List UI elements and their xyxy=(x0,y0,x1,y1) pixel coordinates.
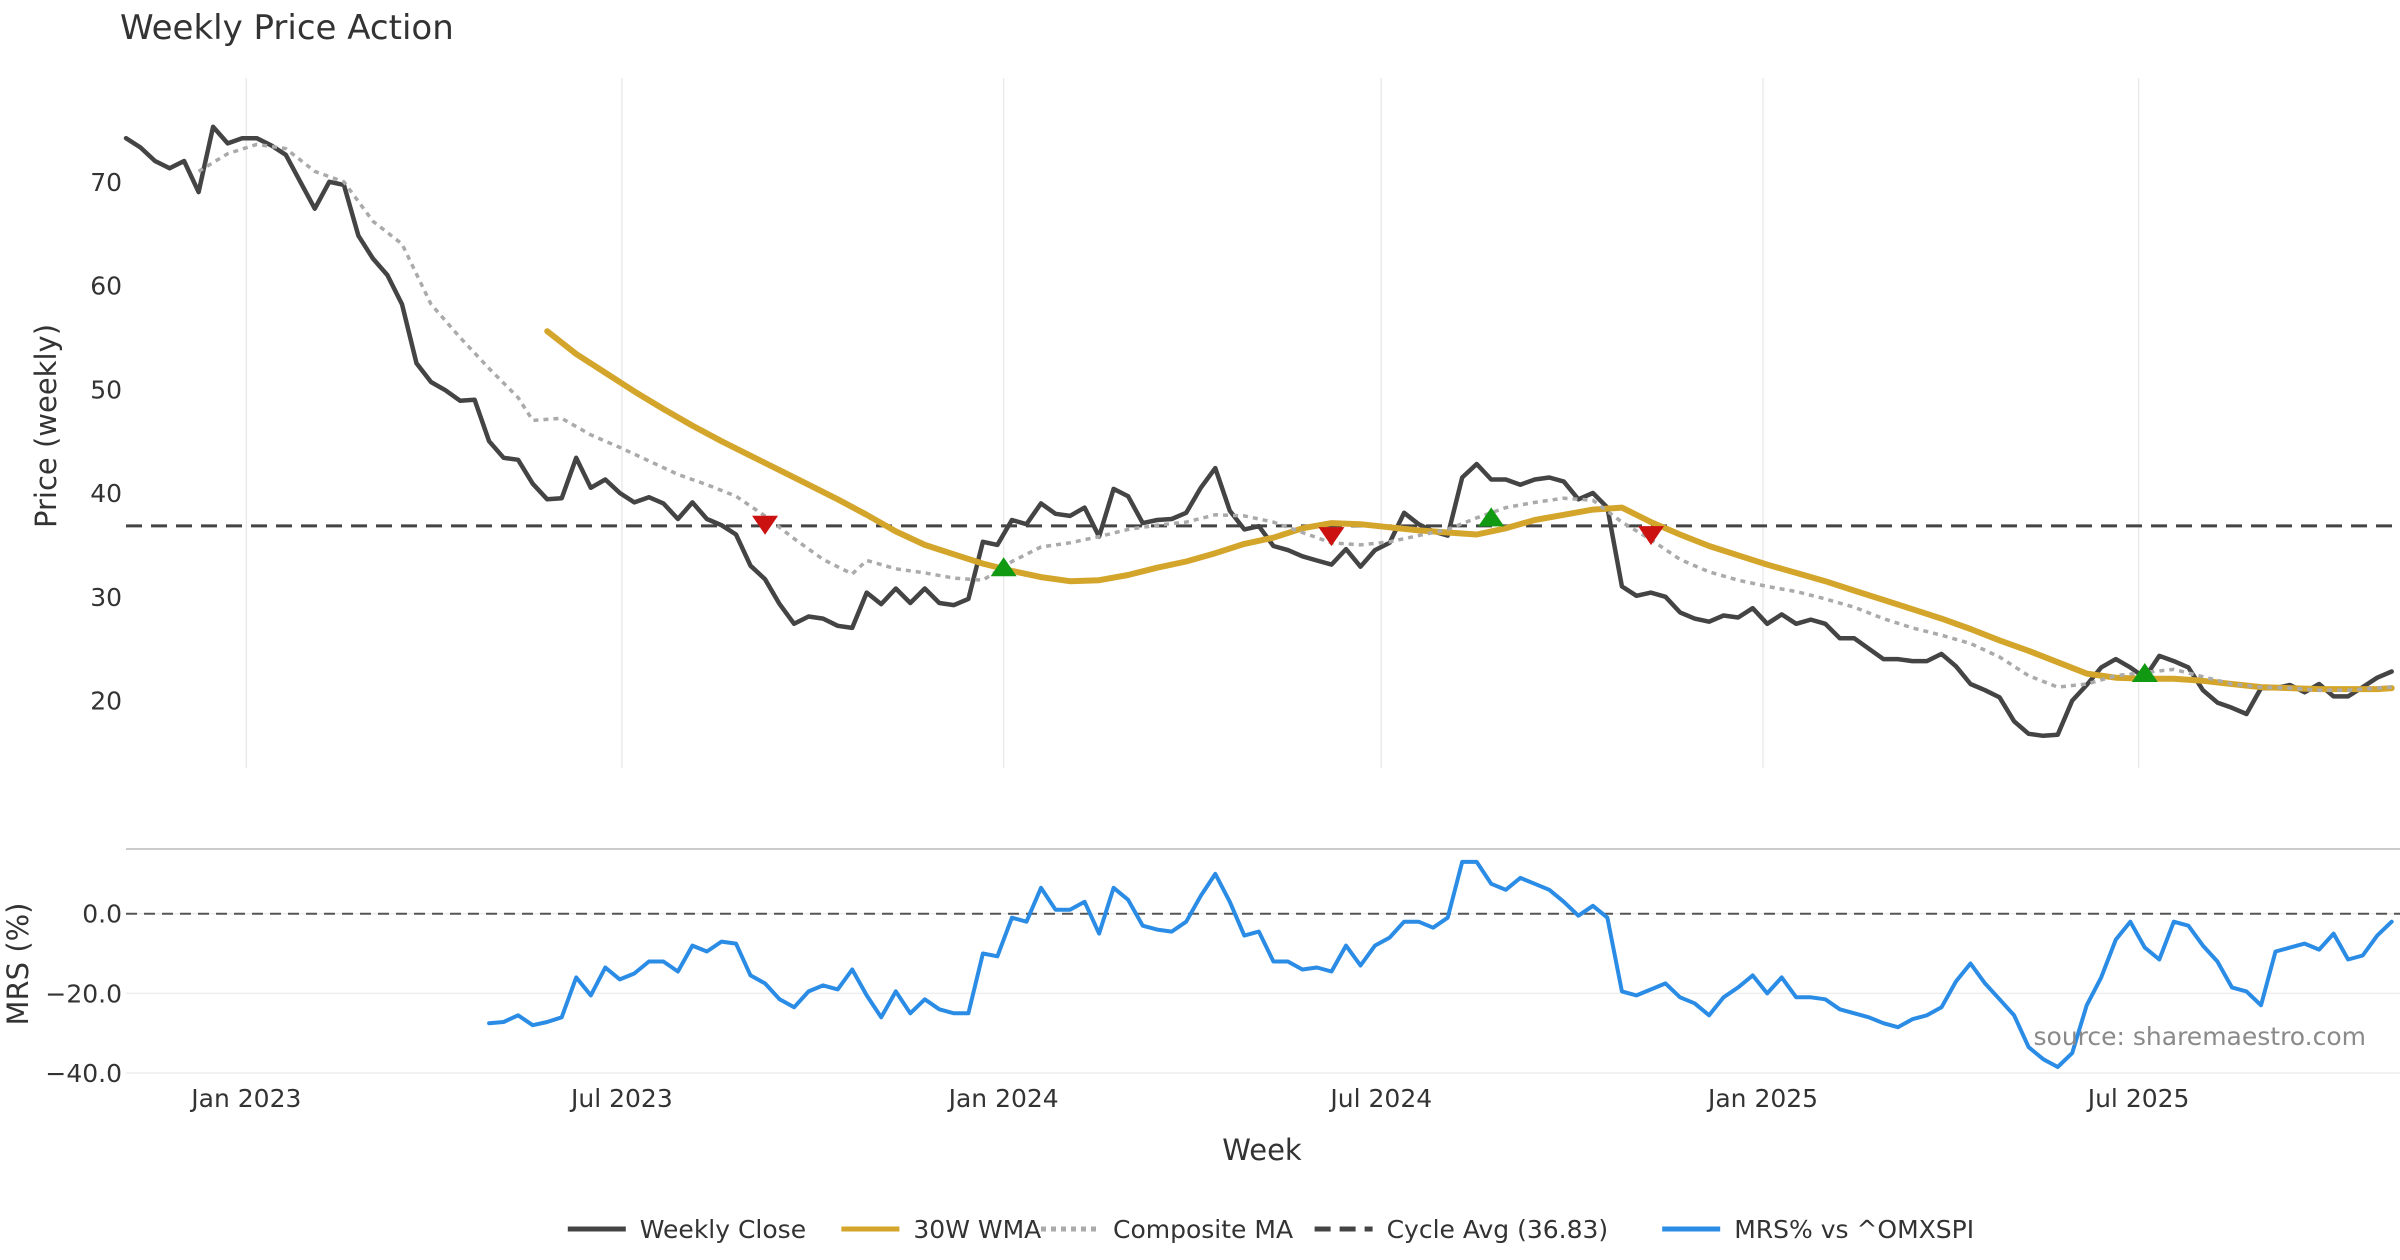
legend-label-weekly-close: Weekly Close xyxy=(640,1215,806,1244)
grid xyxy=(126,78,2400,1074)
price-y-axis-label: Price (weekly) xyxy=(29,324,63,528)
sell-signal-marker xyxy=(1318,527,1345,547)
x-tick-label: Jan 2023 xyxy=(189,1084,301,1113)
chart-title: Weekly Price Action xyxy=(120,8,454,48)
series xyxy=(123,124,2395,1069)
source-note: source: sharemaestro.com xyxy=(2034,1022,2367,1051)
sell-signal-marker xyxy=(1637,526,1664,546)
x-tick-label: Jul 2023 xyxy=(569,1084,673,1113)
mrs-y-tick-label: −20.0 xyxy=(45,979,122,1008)
mrs-y-tick-label: 0.0 xyxy=(82,900,122,929)
signal-markers xyxy=(752,507,2158,683)
sell-signal-marker xyxy=(752,515,779,535)
x-tick-label: Jan 2024 xyxy=(947,1084,1059,1113)
buy-signal-marker xyxy=(1478,507,1505,527)
price-y-tick-label: 50 xyxy=(90,375,122,404)
buy-signal-marker xyxy=(990,557,1017,577)
series-weekly-close xyxy=(123,124,2394,739)
buy-signal-marker xyxy=(2131,663,2158,683)
legend-label-cycle-avg-36-83: Cycle Avg (36.83) xyxy=(1387,1215,1609,1244)
legend-label-30w-wma: 30W WMA xyxy=(913,1215,1041,1244)
price-y-tick-label: 20 xyxy=(90,687,122,716)
series-composite-ma xyxy=(197,142,2392,692)
mrs-y-tick-label: −40.0 xyxy=(45,1059,122,1088)
x-tick-label: Jul 2024 xyxy=(1328,1084,1432,1113)
series-mrs-vs-omxspi xyxy=(487,859,2394,1069)
tick-labels: Jan 2023 Jul 2023 Jan 2024 Jul 2024 Jan 2025… xyxy=(45,168,2189,1113)
price-y-tick-label: 60 xyxy=(90,272,122,301)
reference-lines xyxy=(126,524,2400,915)
price-y-tick-label: 30 xyxy=(90,583,122,612)
legend-label-mrs-vs-omxspi: MRS% vs ^OMXSPI xyxy=(1734,1215,1974,1244)
x-axis-label: Week xyxy=(1222,1133,1302,1167)
mrs-y-axis-label: MRS (%) xyxy=(1,903,35,1026)
legend-label-composite-ma: Composite MA xyxy=(1113,1215,1293,1244)
x-tick-label: Jul 2025 xyxy=(2086,1084,2190,1113)
x-tick-label: Jan 2025 xyxy=(1706,1084,1818,1113)
legend: Weekly Close 30W WMA Composite MA Cycle Avg… xyxy=(567,1215,1974,1244)
series-30w-wma xyxy=(544,328,2395,693)
price-y-tick-label: 70 xyxy=(90,168,122,197)
price-y-tick-label: 40 xyxy=(90,479,122,508)
